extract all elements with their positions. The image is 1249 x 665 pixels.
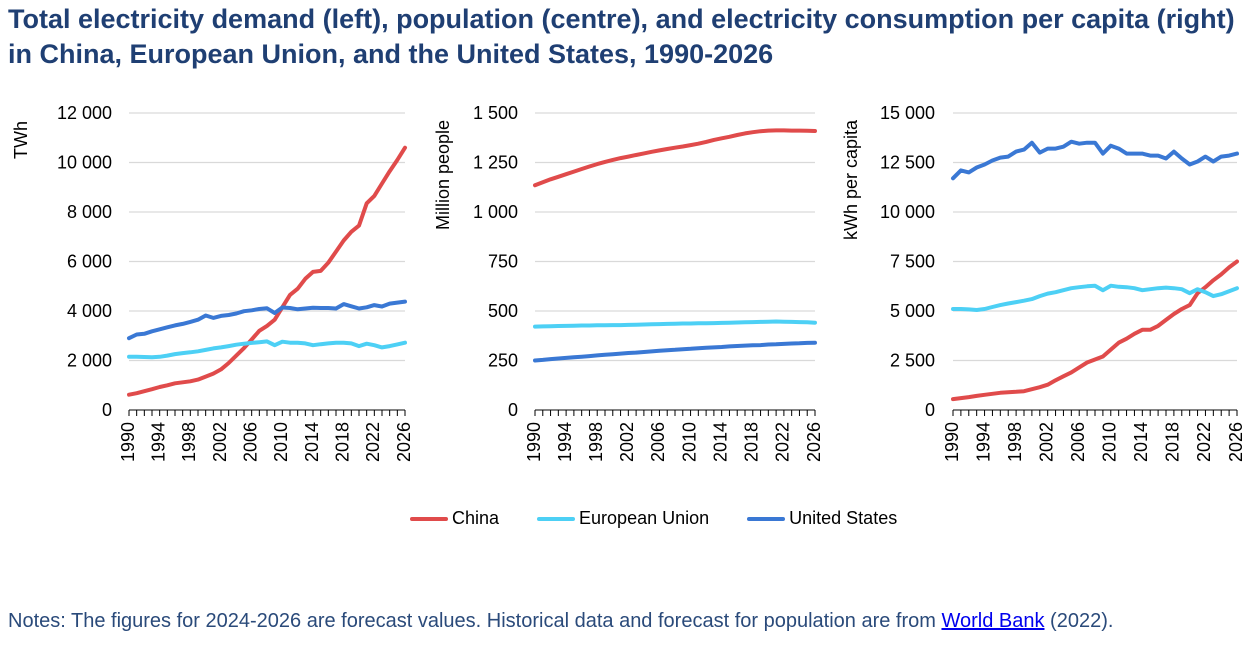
series-line-european-union [951, 283, 1239, 312]
series-line-european-union [127, 339, 407, 360]
y-tick-label: 2 500 [890, 351, 935, 371]
x-tick-label: 1990 [942, 422, 962, 462]
x-tick-label: 2014 [1131, 422, 1151, 462]
chart-title: Total electricity demand (left), populat… [8, 4, 1235, 69]
series-line-united-states [533, 340, 817, 363]
x-tick-label: 2010 [271, 422, 291, 462]
legend-swatch-united-states [747, 516, 786, 521]
charts-figure: 0 2 000 4 000 6 000 8 000 10 000 12 000 TWh 1990… [11, 103, 1246, 462]
x-tick-label: 2002 [1036, 422, 1056, 462]
y-tick-label: 0 [925, 400, 935, 420]
chart-panel-2: 0 250 500 750 1 000 1 250 1 500 Million people 1… [433, 103, 824, 462]
y-tick-label: 750 [488, 252, 518, 272]
y-tick-label: 1 250 [473, 153, 518, 173]
legend-item-united-states: United States [747, 508, 897, 529]
x-tick-label: 2026 [394, 422, 414, 462]
y-tick-label: 10 000 [57, 153, 112, 173]
chart-panel-1: 0 2 000 4 000 6 000 8 000 10 000 12 000 TWh 1990… [11, 103, 414, 462]
y-tick-label: 15 000 [880, 103, 935, 123]
y-axis-title: Million people [433, 120, 453, 230]
x-tick-label: 2022 [363, 422, 383, 462]
notes: Notes: The figures for 2024-2026 are for… [8, 608, 1238, 634]
x-tick-label: 2006 [240, 422, 260, 462]
series-line-china [127, 145, 407, 397]
legend-swatch-china [410, 516, 448, 521]
series-line-european-union [533, 319, 817, 329]
y-axis-title: kWh per capita [841, 119, 861, 240]
y-tick-label: 6 000 [67, 252, 112, 272]
y-tick-label: 12 500 [880, 153, 935, 173]
x-tick-label: 1998 [1005, 422, 1025, 462]
legend: China European Union United States [410, 508, 935, 529]
y-tick-label: 0 [102, 400, 112, 420]
legend-label-united-states: United States [789, 508, 898, 528]
x-tick-label: 1994 [555, 422, 575, 462]
y-tick-label: 12 000 [57, 103, 112, 123]
chart-panel-3: 0 2 500 5 000 7 500 10 000 12 500 15 000 kWh pe… [841, 103, 1246, 462]
x-tick-label: 2002 [210, 422, 230, 462]
x-tick-label: 2006 [1068, 422, 1088, 462]
legend-item-european-union: European Union [537, 508, 709, 529]
x-tick-label: 2022 [1194, 422, 1214, 462]
y-tick-label: 1 000 [473, 202, 518, 222]
y-tick-label: 0 [508, 400, 518, 420]
legend-label-european-union: European Union [579, 508, 710, 528]
legend-swatch-european-union [537, 516, 576, 521]
series-line-united-states [127, 299, 407, 341]
y-tick-label: 1 500 [473, 103, 518, 123]
x-tick-label: 2002 [617, 422, 637, 462]
x-tick-label: 2026 [804, 422, 824, 462]
x-tick-label: 1990 [118, 422, 138, 462]
legend-item-china: China [410, 508, 499, 529]
y-tick-label: 250 [488, 351, 518, 371]
x-tick-label: 2010 [679, 422, 699, 462]
legend-label-china: China [452, 508, 500, 528]
y-tick-label: 7 500 [890, 252, 935, 272]
y-tick-label: 10 000 [880, 202, 935, 222]
x-tick-label: 2010 [1100, 422, 1120, 462]
x-tick-label: 1998 [586, 422, 606, 462]
x-tick-label: 1990 [524, 422, 544, 462]
x-tick-label: 2014 [710, 422, 730, 462]
y-tick-label: 2 000 [67, 351, 112, 371]
y-tick-label: 4 000 [67, 301, 112, 321]
y-tick-label: 5 000 [890, 301, 935, 321]
series-line-china [951, 259, 1239, 402]
notes-text-end: (2022). [1044, 610, 1114, 632]
x-tick-label: 2018 [742, 422, 762, 462]
notes-text: Notes: The figures for 2024-2026 are for… [8, 610, 942, 632]
x-tick-label: 2006 [648, 422, 668, 462]
x-tick-label: 1998 [179, 422, 199, 462]
y-tick-label: 8 000 [67, 202, 112, 222]
series-line-united-states [951, 139, 1239, 181]
world-bank-link[interactable]: World Bank [941, 610, 1045, 632]
x-tick-label: 2026 [1226, 422, 1246, 462]
x-tick-label: 1994 [148, 422, 168, 462]
series-line-china [533, 128, 817, 188]
x-tick-label: 1994 [973, 422, 993, 462]
x-tick-label: 2018 [332, 422, 352, 462]
y-axis-title: TWh [11, 121, 31, 159]
y-tick-label: 500 [488, 301, 518, 321]
x-tick-label: 2022 [773, 422, 793, 462]
x-tick-label: 2018 [1163, 422, 1183, 462]
x-tick-label: 2014 [302, 422, 322, 462]
